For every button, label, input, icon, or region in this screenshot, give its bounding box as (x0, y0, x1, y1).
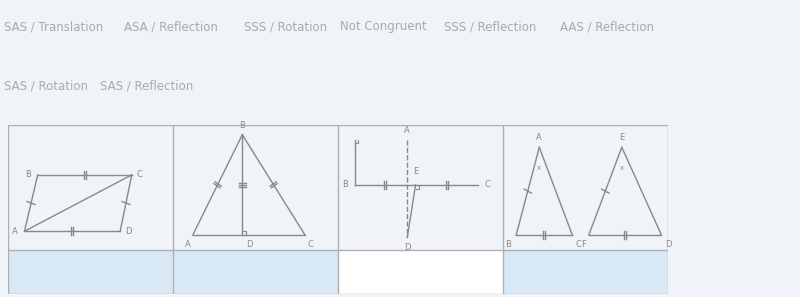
Text: SAS / Rotation: SAS / Rotation (4, 80, 88, 93)
Text: C: C (307, 240, 313, 249)
Text: A: A (537, 133, 542, 142)
Text: AAS / Reflection: AAS / Reflection (560, 20, 654, 33)
Text: B: B (342, 180, 348, 189)
Text: x: x (538, 165, 542, 170)
Bar (503, 250, 668, 294)
Bar (338, 250, 503, 294)
Text: D: D (665, 240, 671, 249)
Text: A: A (12, 227, 18, 236)
Text: SSS / Rotation: SSS / Rotation (244, 20, 327, 33)
Text: C: C (576, 240, 582, 249)
Text: SAS / Translation: SAS / Translation (4, 20, 103, 33)
Text: D: D (404, 243, 410, 252)
Text: B: B (506, 240, 511, 249)
Bar (8, 250, 173, 294)
Text: ASA / Reflection: ASA / Reflection (124, 20, 218, 33)
Bar (173, 250, 338, 294)
Text: SSS / Reflection: SSS / Reflection (444, 20, 536, 33)
Text: D: D (246, 240, 252, 249)
Text: A: A (405, 126, 410, 135)
Text: C: C (137, 170, 142, 179)
Text: F: F (581, 240, 586, 249)
Text: B: B (26, 170, 31, 179)
Text: A: A (185, 240, 190, 249)
Text: Not Congruent: Not Congruent (340, 20, 426, 33)
Text: B: B (239, 121, 246, 130)
Text: SAS / Reflection: SAS / Reflection (100, 80, 194, 93)
Text: x: x (620, 165, 624, 170)
Text: C: C (485, 180, 490, 189)
Text: D: D (125, 227, 132, 236)
Text: E: E (619, 133, 625, 142)
Text: E: E (413, 168, 418, 176)
